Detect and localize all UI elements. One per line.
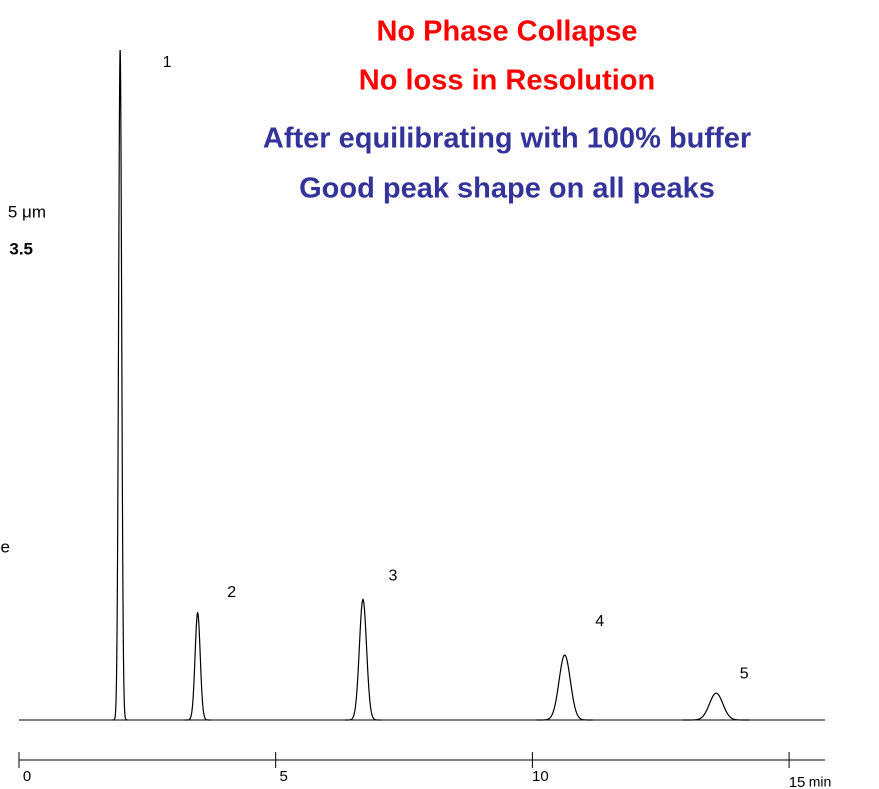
x-tick-label: 5 (280, 768, 288, 785)
x-axis-label: min (809, 774, 832, 789)
peak (682, 692, 750, 721)
peak (112, 49, 128, 721)
peak-label: 5 (740, 665, 749, 682)
subtitle-line: After equilibrating with 100% buffer (263, 123, 751, 155)
peak-label: 2 (227, 584, 236, 601)
peak-label: 3 (389, 568, 398, 585)
x-tick-label: 0 (23, 768, 31, 785)
peak (344, 598, 381, 721)
x-tick-label: 15 (789, 774, 806, 789)
subtitle-line: Good peak shape on all peaks (299, 173, 715, 205)
side-text: e (1, 537, 10, 556)
peak (536, 654, 593, 721)
peak-label: 1 (163, 54, 172, 71)
peak (184, 611, 211, 721)
x-tick-label: 10 (532, 768, 549, 785)
side-text: 3.5 (9, 239, 33, 258)
title-line: No Phase Collapse (376, 16, 637, 48)
peak-label: 4 (595, 613, 604, 630)
side-text: 5 μm (8, 202, 46, 221)
title-line: No loss in Resolution (359, 65, 655, 97)
